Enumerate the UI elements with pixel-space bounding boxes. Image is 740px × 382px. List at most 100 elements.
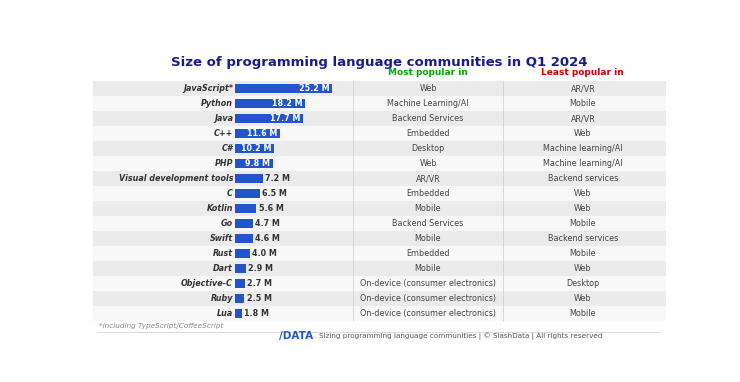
Text: Desktop: Desktop xyxy=(566,279,599,288)
Text: On-device (consumer electronics): On-device (consumer electronics) xyxy=(360,279,496,288)
Bar xyxy=(92,126,666,141)
Text: *including TypeScript/CoffeeScript: *including TypeScript/CoffeeScript xyxy=(99,323,223,329)
Text: Web: Web xyxy=(574,294,591,303)
Text: 18.2 M: 18.2 M xyxy=(272,99,303,108)
Bar xyxy=(92,141,666,156)
Text: AR/VR: AR/VR xyxy=(571,84,595,93)
Text: 7.2 M: 7.2 M xyxy=(265,174,290,183)
Text: 4.6 M: 4.6 M xyxy=(255,234,280,243)
Text: Objective-C: Objective-C xyxy=(181,279,233,288)
Bar xyxy=(92,261,666,276)
Text: 17.7 M: 17.7 M xyxy=(271,114,301,123)
Text: Embedded: Embedded xyxy=(406,189,450,198)
Bar xyxy=(92,291,666,306)
Bar xyxy=(235,99,305,108)
Text: 2.5 M: 2.5 M xyxy=(246,294,272,303)
Text: Lua: Lua xyxy=(217,309,233,318)
Bar xyxy=(235,204,256,213)
Text: 2.7 M: 2.7 M xyxy=(247,279,272,288)
Text: PHP: PHP xyxy=(215,159,233,168)
Text: Visual development tools: Visual development tools xyxy=(118,174,233,183)
Text: Go: Go xyxy=(221,219,233,228)
Text: Web: Web xyxy=(574,189,591,198)
Text: Rust: Rust xyxy=(213,249,233,258)
Text: Web: Web xyxy=(420,84,437,93)
Bar xyxy=(92,231,666,246)
Bar xyxy=(235,189,260,198)
Text: 2.9 M: 2.9 M xyxy=(248,264,273,273)
Bar xyxy=(235,294,244,303)
Bar xyxy=(235,144,274,153)
Bar xyxy=(92,201,666,216)
Text: On-device (consumer electronics): On-device (consumer electronics) xyxy=(360,294,496,303)
Bar xyxy=(92,156,666,171)
Text: C#: C# xyxy=(221,144,233,153)
Text: Web: Web xyxy=(574,204,591,213)
Bar xyxy=(235,279,245,288)
Text: 1.8 M: 1.8 M xyxy=(244,309,269,318)
Text: Backend Services: Backend Services xyxy=(392,114,464,123)
Text: JavaScript*: JavaScript* xyxy=(183,84,233,93)
Bar xyxy=(92,216,666,231)
Text: 6.5 M: 6.5 M xyxy=(262,189,287,198)
Bar xyxy=(235,174,263,183)
Bar xyxy=(235,159,272,168)
Text: On-device (consumer electronics): On-device (consumer electronics) xyxy=(360,309,496,318)
Text: Most popular in: Most popular in xyxy=(388,68,468,78)
Text: AR/VR: AR/VR xyxy=(571,114,595,123)
Text: Size of programming language communities in Q1 2024: Size of programming language communities… xyxy=(171,56,588,69)
Text: Machine learning/AI: Machine learning/AI xyxy=(543,159,622,168)
Text: Dart: Dart xyxy=(213,264,233,273)
Text: 11.6 M: 11.6 M xyxy=(247,129,278,138)
Bar xyxy=(92,186,666,201)
Bar xyxy=(235,249,250,258)
Text: Mobile: Mobile xyxy=(570,99,596,108)
Text: Swift: Swift xyxy=(209,234,233,243)
Text: AR/VR: AR/VR xyxy=(416,174,440,183)
Text: Least popular in: Least popular in xyxy=(542,68,625,78)
Text: Mobile: Mobile xyxy=(414,204,441,213)
Bar xyxy=(92,276,666,291)
Text: Python: Python xyxy=(201,99,233,108)
Text: Mobile: Mobile xyxy=(414,264,441,273)
Bar xyxy=(235,84,332,93)
Text: Backend services: Backend services xyxy=(548,174,618,183)
Text: Ruby: Ruby xyxy=(210,294,233,303)
Text: Kotlin: Kotlin xyxy=(206,204,233,213)
Text: Machine Learning/AI: Machine Learning/AI xyxy=(387,99,468,108)
Text: C: C xyxy=(227,189,233,198)
Text: Embedded: Embedded xyxy=(406,249,450,258)
Text: Web: Web xyxy=(574,264,591,273)
Text: Web: Web xyxy=(420,159,437,168)
Text: C++: C++ xyxy=(214,129,233,138)
Text: Web: Web xyxy=(574,129,591,138)
Bar xyxy=(92,306,666,321)
Text: Machine learning/AI: Machine learning/AI xyxy=(543,144,622,153)
Text: Mobile: Mobile xyxy=(570,219,596,228)
Text: 9.8 M: 9.8 M xyxy=(246,159,270,168)
Text: Embedded: Embedded xyxy=(406,129,450,138)
Bar xyxy=(235,234,252,243)
Text: /DATA: /DATA xyxy=(279,332,313,342)
Text: Desktop: Desktop xyxy=(411,144,445,153)
Bar xyxy=(235,264,246,273)
Text: 4.7 M: 4.7 M xyxy=(255,219,280,228)
Bar xyxy=(92,246,666,261)
Text: Sizing programming language communities | © SlashData | All rights reserved: Sizing programming language communities … xyxy=(319,333,602,340)
Text: Mobile: Mobile xyxy=(570,309,596,318)
Text: Java: Java xyxy=(214,114,233,123)
Bar xyxy=(235,219,253,228)
Text: Mobile: Mobile xyxy=(414,234,441,243)
Bar xyxy=(235,114,303,123)
Bar xyxy=(235,129,280,138)
Text: 5.6 M: 5.6 M xyxy=(259,204,283,213)
Text: 25.2 M: 25.2 M xyxy=(299,84,330,93)
Text: 4.0 M: 4.0 M xyxy=(252,249,278,258)
Bar xyxy=(92,96,666,111)
Text: 10.2 M: 10.2 M xyxy=(241,144,272,153)
Text: Backend Services: Backend Services xyxy=(392,219,464,228)
Bar xyxy=(92,171,666,186)
Text: Mobile: Mobile xyxy=(570,249,596,258)
Bar xyxy=(235,309,242,318)
Bar xyxy=(92,81,666,96)
